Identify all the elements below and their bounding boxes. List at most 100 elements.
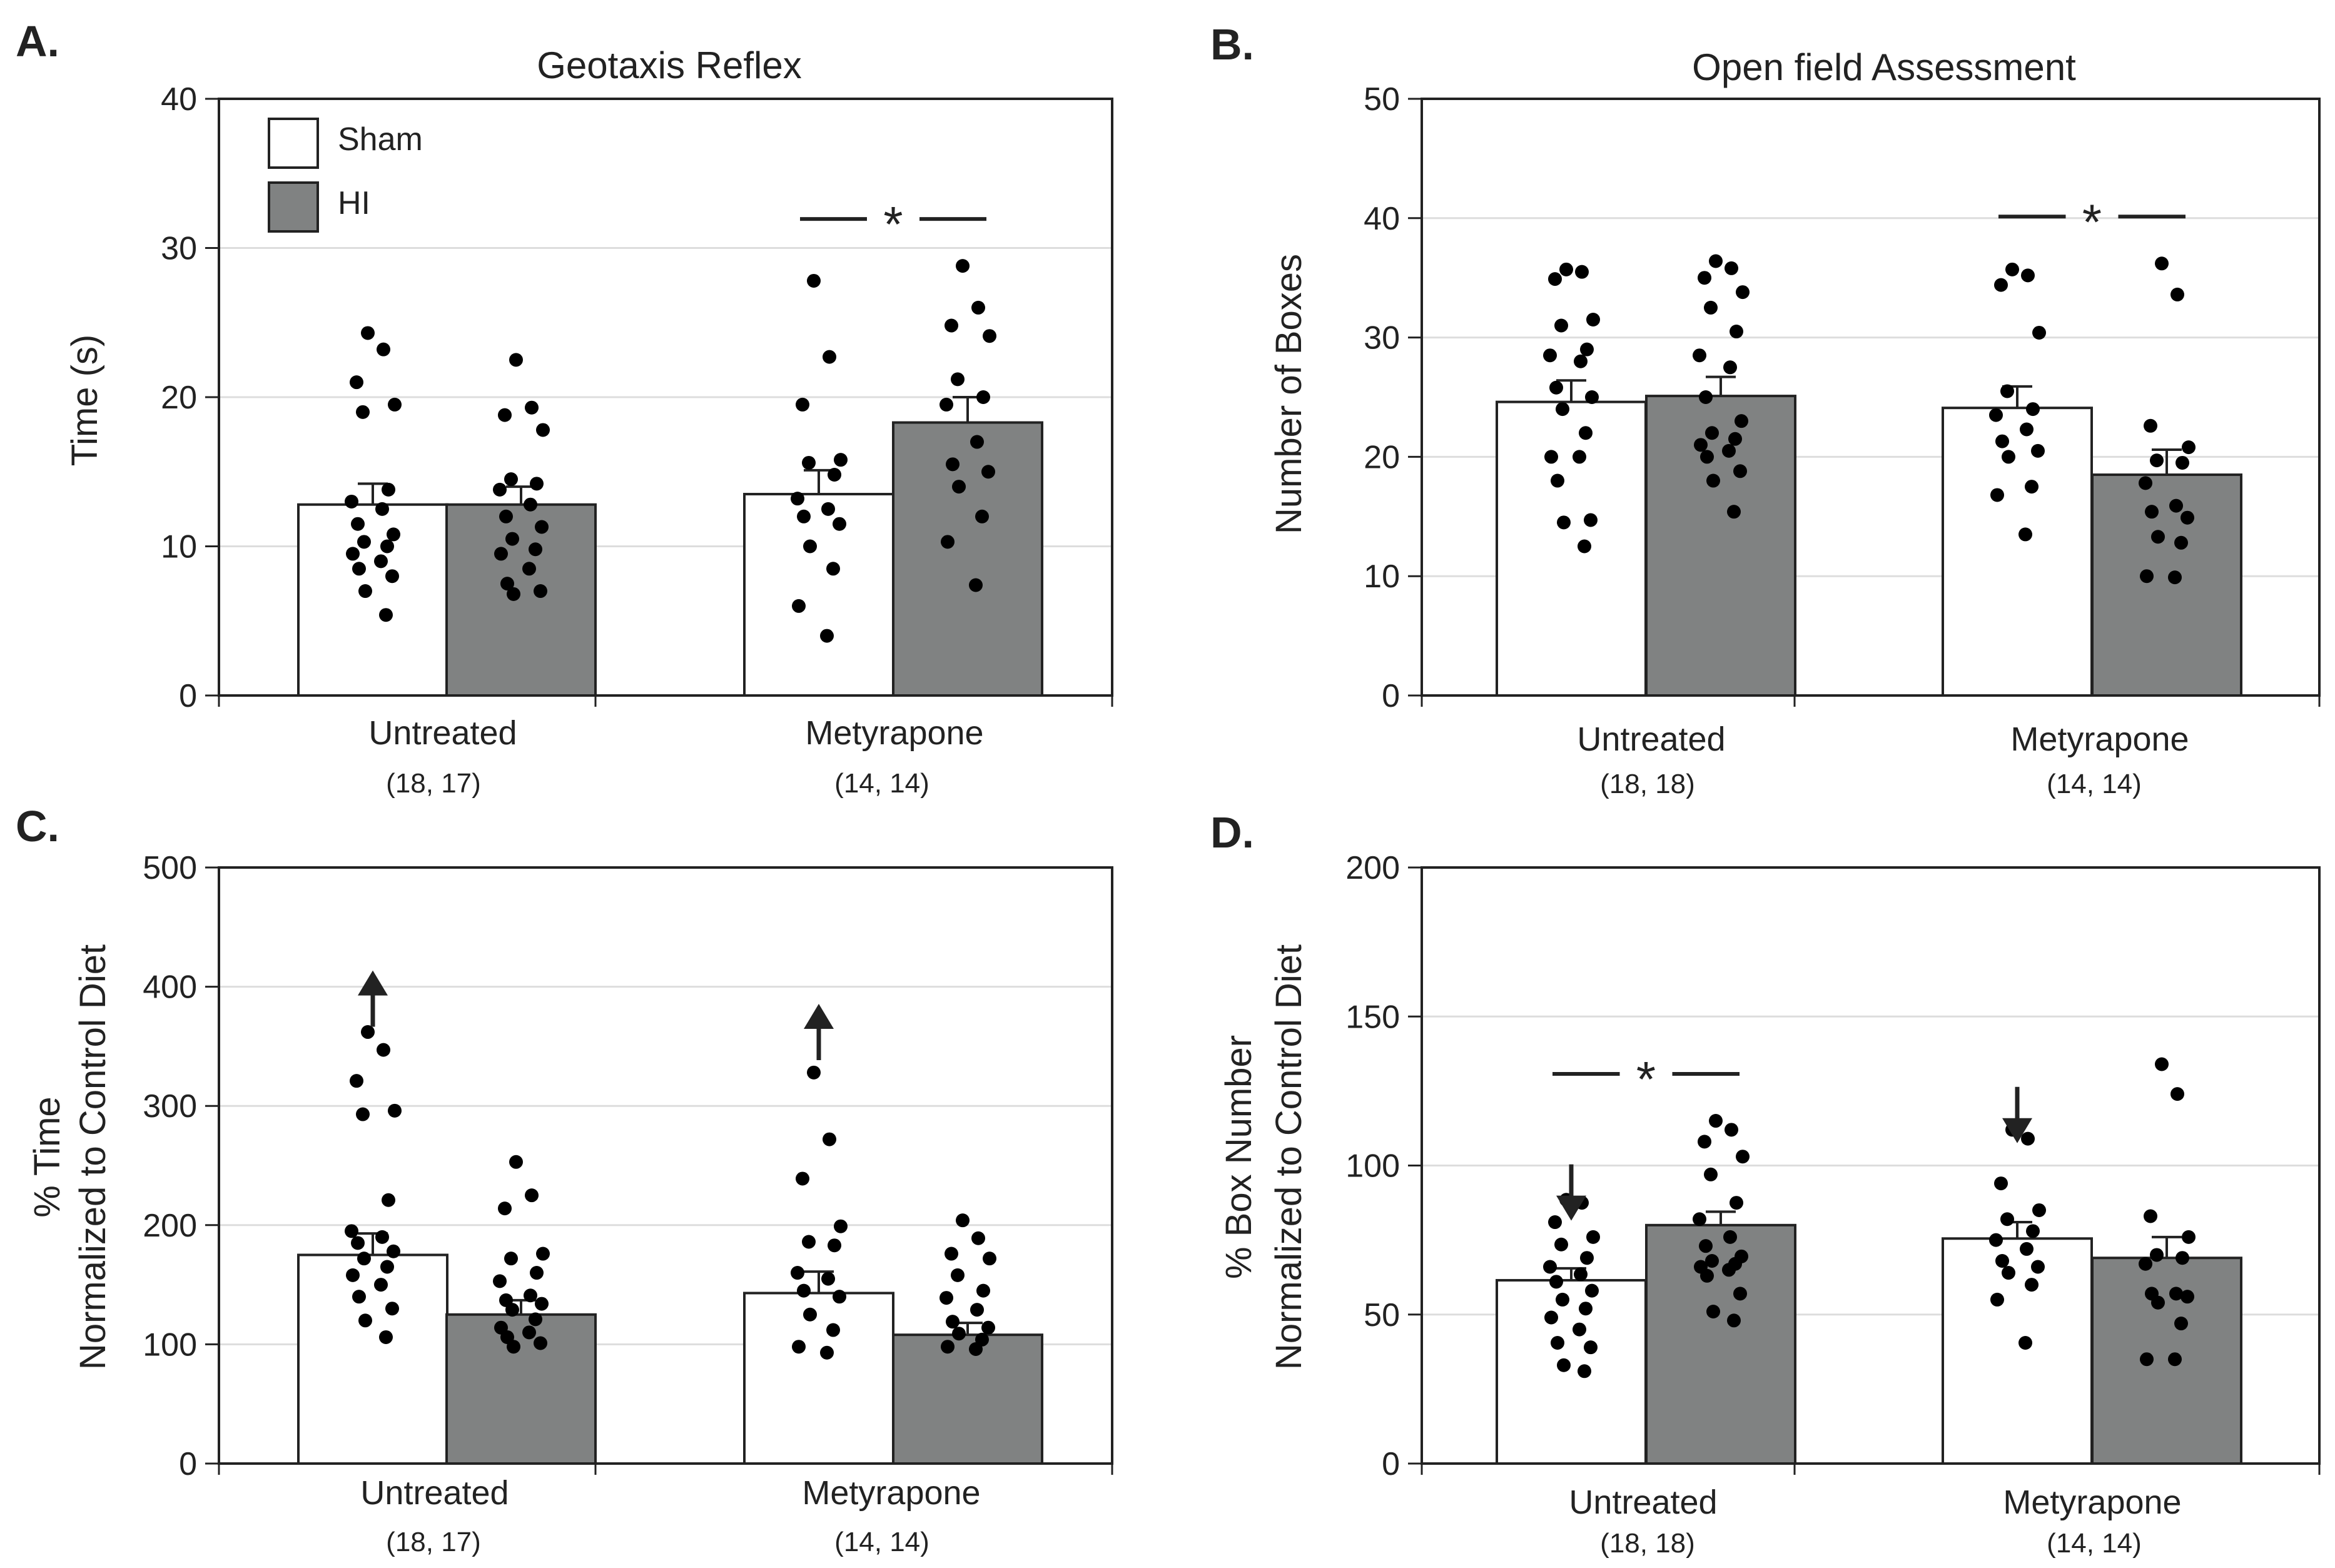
data-point (1722, 443, 1736, 458)
data-point (956, 259, 970, 273)
data-point (1730, 1196, 1743, 1210)
data-point (525, 400, 539, 415)
data-point (1700, 450, 1714, 464)
data-point (1586, 312, 1600, 326)
bar-hi-untreated (445, 1313, 597, 1465)
data-point (981, 465, 995, 479)
data-point (2020, 1242, 2034, 1256)
data-point (1544, 450, 1558, 464)
bar-hi-metyrapone (892, 421, 1043, 697)
category-label-metyrapone: Metyrapone (802, 1474, 980, 1512)
data-point (524, 1288, 537, 1303)
data-point (1551, 1336, 1564, 1350)
y-tick-label: 30 (161, 231, 197, 267)
n-label-untreated: (18, 17) (386, 768, 481, 799)
y-tick-label: 40 (161, 81, 197, 118)
data-point (504, 472, 518, 487)
legend: Sham HI (268, 118, 423, 233)
data-point (2151, 1295, 2165, 1310)
data-point (1722, 1263, 1736, 1277)
data-point (498, 408, 512, 422)
y-tick-label: 500 (143, 850, 197, 886)
arrow-up-icon (804, 1004, 834, 1029)
data-point (380, 1260, 394, 1274)
data-point (951, 372, 965, 387)
chart-title: Geotaxis Reflex (537, 44, 802, 86)
plot-area: 0 10 20 30 40 50 * (1364, 81, 2321, 714)
data-point (530, 1266, 544, 1280)
data-point (796, 1171, 809, 1186)
data-point (2145, 505, 2159, 519)
data-point (2018, 1336, 2032, 1350)
data-point (1705, 426, 1719, 440)
bar-sham-metyrapone (743, 1292, 894, 1465)
data-point (792, 1340, 806, 1354)
data-point (1579, 1302, 1593, 1316)
data-point (509, 353, 523, 367)
data-point (1585, 390, 1599, 404)
data-point (946, 457, 960, 472)
data-point (1549, 380, 1563, 395)
data-point (500, 577, 514, 591)
data-point (351, 1236, 365, 1250)
data-point (821, 1272, 835, 1286)
data-point (1995, 1253, 2009, 1268)
data-point (387, 527, 400, 542)
plot-area: 0 50 100 150 200 * (1345, 850, 2321, 1482)
y-tick-label: 100 (143, 1327, 197, 1363)
category-label-untreated: Untreated (368, 714, 517, 752)
significance-star: * (883, 196, 903, 252)
data-point (1733, 1287, 1747, 1301)
data-point (971, 1231, 985, 1245)
category-label-untreated: Untreated (1577, 721, 1725, 758)
y-tick-label: 0 (1382, 678, 1400, 714)
data-point (498, 1201, 512, 1216)
legend-swatch-sham (268, 118, 319, 169)
n-label-metyrapone: (14, 14) (834, 768, 929, 799)
bar-sham-untreated (1496, 1278, 1647, 1465)
data-point (356, 405, 370, 419)
y-axis-title-line2: Normalized to Control Diet (1269, 944, 1309, 1370)
data-point (388, 1103, 402, 1118)
data-point (2026, 1224, 2040, 1238)
plot-frame (1421, 98, 2321, 697)
data-point (981, 1320, 995, 1335)
data-point (374, 1278, 388, 1292)
data-point (834, 453, 848, 467)
data-point (1585, 1283, 1599, 1298)
data-point (823, 350, 836, 364)
y-tick-label: 300 (143, 1088, 197, 1125)
data-point (1700, 1268, 1714, 1283)
data-point (509, 1155, 523, 1169)
plot-area: 0 100 200 300 400 500 (143, 850, 1113, 1482)
data-point (499, 509, 513, 524)
data-point (826, 1323, 840, 1337)
data-point (976, 1283, 990, 1298)
data-point (2182, 1230, 2196, 1244)
data-point (833, 517, 846, 531)
data-point (951, 1268, 965, 1282)
data-point (1579, 426, 1593, 440)
data-point (529, 542, 542, 557)
data-point (1698, 1135, 1711, 1149)
data-point (802, 1235, 816, 1249)
n-label-metyrapone: (14, 14) (2047, 769, 2142, 799)
plot-area: 0 10 20 30 40 * (161, 81, 1113, 714)
data-point (2144, 1209, 2157, 1223)
data-point (1575, 265, 1589, 279)
data-point (361, 326, 375, 340)
data-point (940, 1291, 953, 1305)
y-tick-label: 100 (1345, 1148, 1400, 1185)
y-tick-label: 200 (1345, 850, 1400, 886)
data-point (2175, 455, 2189, 470)
data-point (504, 1252, 518, 1266)
data-point (1723, 360, 1737, 375)
data-point (826, 562, 840, 576)
data-point (1574, 1267, 1588, 1282)
data-point (2139, 1257, 2152, 1271)
data-point (356, 1107, 370, 1121)
data-point (1573, 450, 1586, 464)
y-axis-title: Time (s) (64, 335, 105, 466)
data-point (2150, 1248, 2164, 1262)
data-point (1736, 285, 1750, 300)
